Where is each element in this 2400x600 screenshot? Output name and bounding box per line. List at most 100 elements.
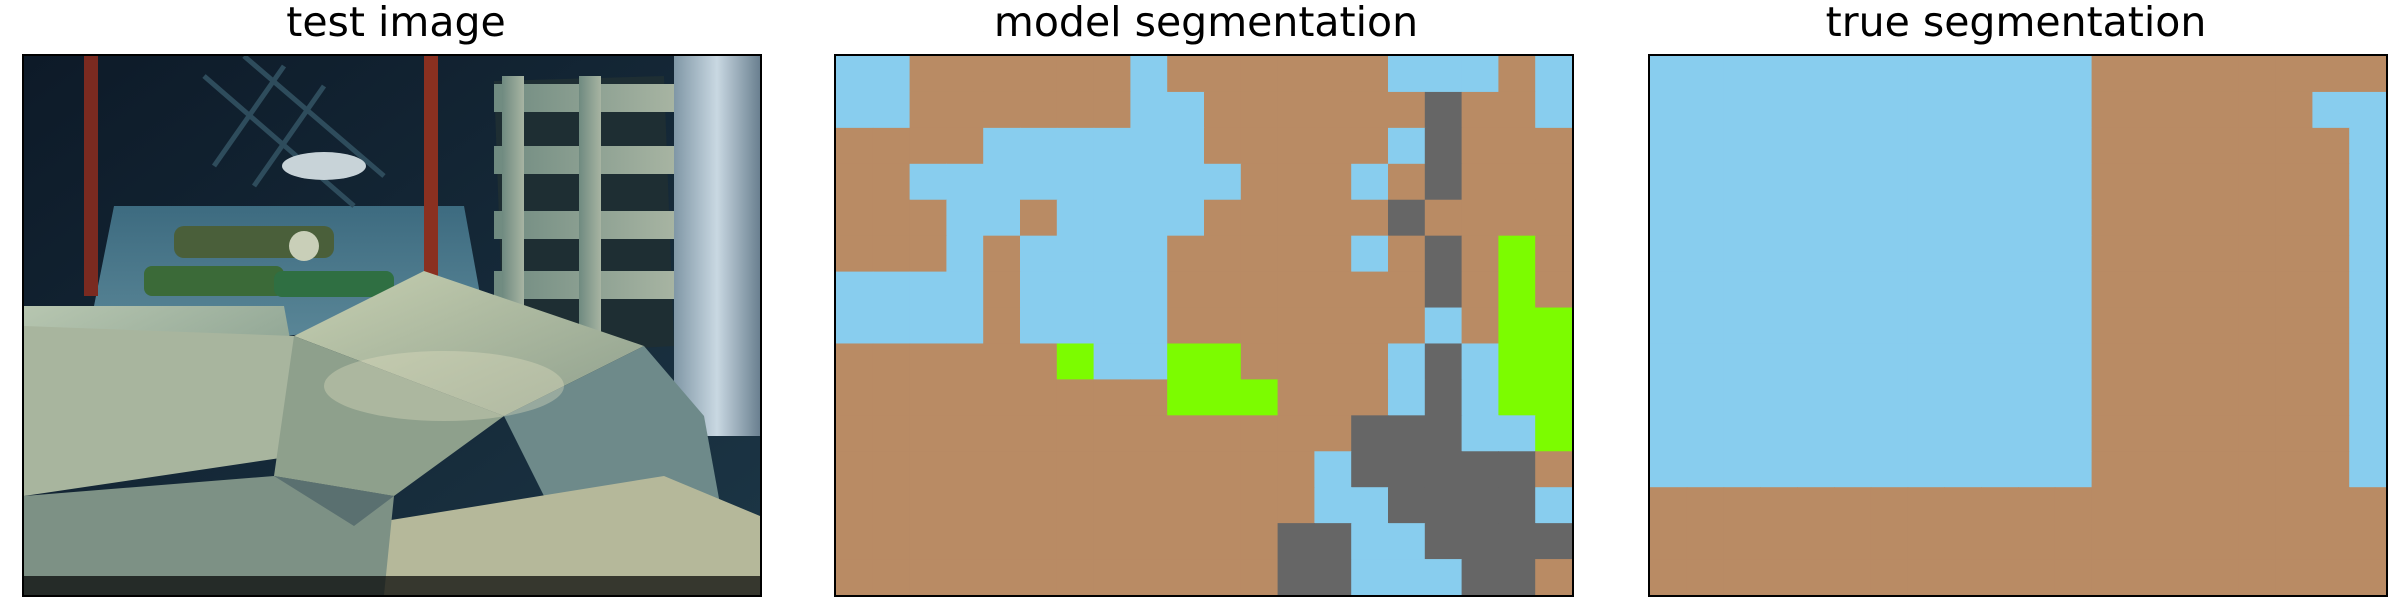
model-segmentation-cell <box>1461 235 1499 273</box>
true-segmentation-cell <box>1981 307 2019 345</box>
true-segmentation-cell <box>1723 559 1761 595</box>
model-segmentation-cell <box>1130 235 1168 273</box>
true-segmentation-cell <box>2128 523 2166 560</box>
model-segmentation-cell <box>1093 127 1131 165</box>
true-segmentation-cell <box>2054 523 2093 560</box>
model-segmentation-cell <box>1020 523 1058 560</box>
model-segmentation-cell <box>946 343 984 380</box>
model-segmentation-cell <box>872 559 911 595</box>
true-segmentation-cell <box>1834 307 1872 345</box>
true-segmentation-cell <box>2128 56 2166 93</box>
model-segmentation-cell <box>836 559 874 595</box>
true-segmentation-cell <box>1723 415 1761 452</box>
model-segmentation-cell <box>1351 163 1389 201</box>
model-segmentation-cell <box>946 451 984 488</box>
true-segmentation-cell <box>1686 163 1725 201</box>
model-segmentation-cell <box>909 343 947 380</box>
true-segmentation-cell <box>1760 91 1798 129</box>
true-segmentation-cell <box>1907 199 1945 237</box>
true-segmentation-cell <box>1650 56 1688 93</box>
test-image-title: test image <box>286 0 506 46</box>
true-segmentation-cell <box>2238 379 2277 416</box>
true-segmentation-cell <box>2091 559 2129 595</box>
model-segmentation-cell <box>1056 56 1095 93</box>
true-segmentation-cell <box>2349 163 2386 201</box>
model-segmentation-cell <box>1351 127 1389 165</box>
model-segmentation-cell <box>1351 415 1389 452</box>
true-segmentation-cell <box>2091 343 2129 380</box>
true-segmentation-cell <box>1981 127 2019 165</box>
model-segmentation-cell <box>1388 56 1426 93</box>
model-segmentation-cell <box>1535 56 1572 93</box>
model-segmentation-cell <box>1277 415 1315 452</box>
true-segmentation-cell <box>2091 307 2129 345</box>
model-segmentation-cell <box>983 487 1021 524</box>
model-segmentation-cell <box>1130 523 1168 560</box>
model-segmentation-cell <box>946 523 984 560</box>
true-segmentation-cell <box>2312 523 2350 560</box>
true-segmentation-cell <box>1834 487 1872 524</box>
model-segmentation-cell <box>1020 559 1058 595</box>
model-segmentation-cell <box>1130 56 1168 93</box>
true-segmentation-cell <box>2349 235 2386 273</box>
model-segmentation-cell <box>1240 415 1279 452</box>
true-segmentation-cell <box>1981 451 2019 488</box>
true-segmentation-cell <box>2091 235 2129 273</box>
true-segmentation-cell <box>2275 91 2313 129</box>
model-segmentation-cell <box>836 91 874 129</box>
model-segmentation-cell <box>1388 91 1426 129</box>
model-segmentation-cell <box>909 523 947 560</box>
true-segmentation-cell <box>1981 199 2019 237</box>
model-segmentation-cell <box>1167 559 1205 595</box>
model-segmentation-cell <box>1535 271 1572 309</box>
true-segmentation-cell <box>1760 451 1798 488</box>
model-segmentation-cell <box>1277 559 1315 595</box>
model-segmentation-cell <box>836 487 874 524</box>
model-segmentation-cell <box>1277 271 1315 309</box>
model-segmentation-cell <box>1461 307 1499 345</box>
true-segmentation-cell <box>1797 56 1835 93</box>
model-segmentation-cell <box>872 163 911 201</box>
model-segmentation-cell <box>1277 127 1315 165</box>
true-segmentation-cell <box>2312 307 2350 345</box>
true-segmentation-cell <box>1797 451 1835 488</box>
model-segmentation-cell <box>836 199 874 237</box>
model-segmentation-cell <box>1240 307 1279 345</box>
true-segmentation-cell <box>2054 343 2093 380</box>
model-segmentation-cell <box>1461 199 1499 237</box>
true-segmentation-cell <box>2165 487 2203 524</box>
true-segmentation-cell <box>1723 523 1761 560</box>
model-segmentation-cell <box>1240 235 1279 273</box>
true-segmentation-cell <box>2312 271 2350 309</box>
true-segmentation-cell <box>1944 56 1982 93</box>
model-segmentation-cell <box>1388 199 1426 237</box>
true-segmentation-cell <box>2018 307 2056 345</box>
model-segmentation-title: model segmentation <box>993 0 1419 46</box>
model-segmentation-cell <box>1020 271 1058 309</box>
true-segmentation-cell <box>2202 235 2240 273</box>
true-segmentation-cell <box>2054 127 2093 165</box>
model-segmentation-cell <box>1167 487 1205 524</box>
true-segmentation-cell <box>1907 56 1945 93</box>
true-segmentation-cell <box>1797 91 1835 129</box>
model-segmentation-cell <box>1167 343 1205 380</box>
true-segmentation-cell <box>1650 91 1688 129</box>
true-segmentation-cell <box>2202 307 2240 345</box>
true-segmentation-cell <box>1760 559 1798 595</box>
model-segmentation-cell <box>1388 487 1426 524</box>
true-segmentation-cell <box>2202 271 2240 309</box>
true-segmentation-cell <box>2018 127 2056 165</box>
true-segmentation-cell <box>2165 271 2203 309</box>
model-segmentation-cell <box>836 415 874 452</box>
true-segmentation-cell <box>2275 451 2313 488</box>
true-segmentation-cell <box>2128 487 2166 524</box>
true-segmentation-cell <box>2054 56 2093 93</box>
model-segmentation-cell <box>946 379 984 416</box>
model-segmentation-cell <box>1424 523 1463 560</box>
true-segmentation-cell <box>2054 487 2093 524</box>
model-segmentation-cell <box>1424 307 1463 345</box>
true-segmentation-cell <box>1834 91 1872 129</box>
model-segmentation-cell <box>909 379 947 416</box>
model-segmentation-cell <box>872 91 911 129</box>
true-segmentation-cell <box>2349 199 2386 237</box>
